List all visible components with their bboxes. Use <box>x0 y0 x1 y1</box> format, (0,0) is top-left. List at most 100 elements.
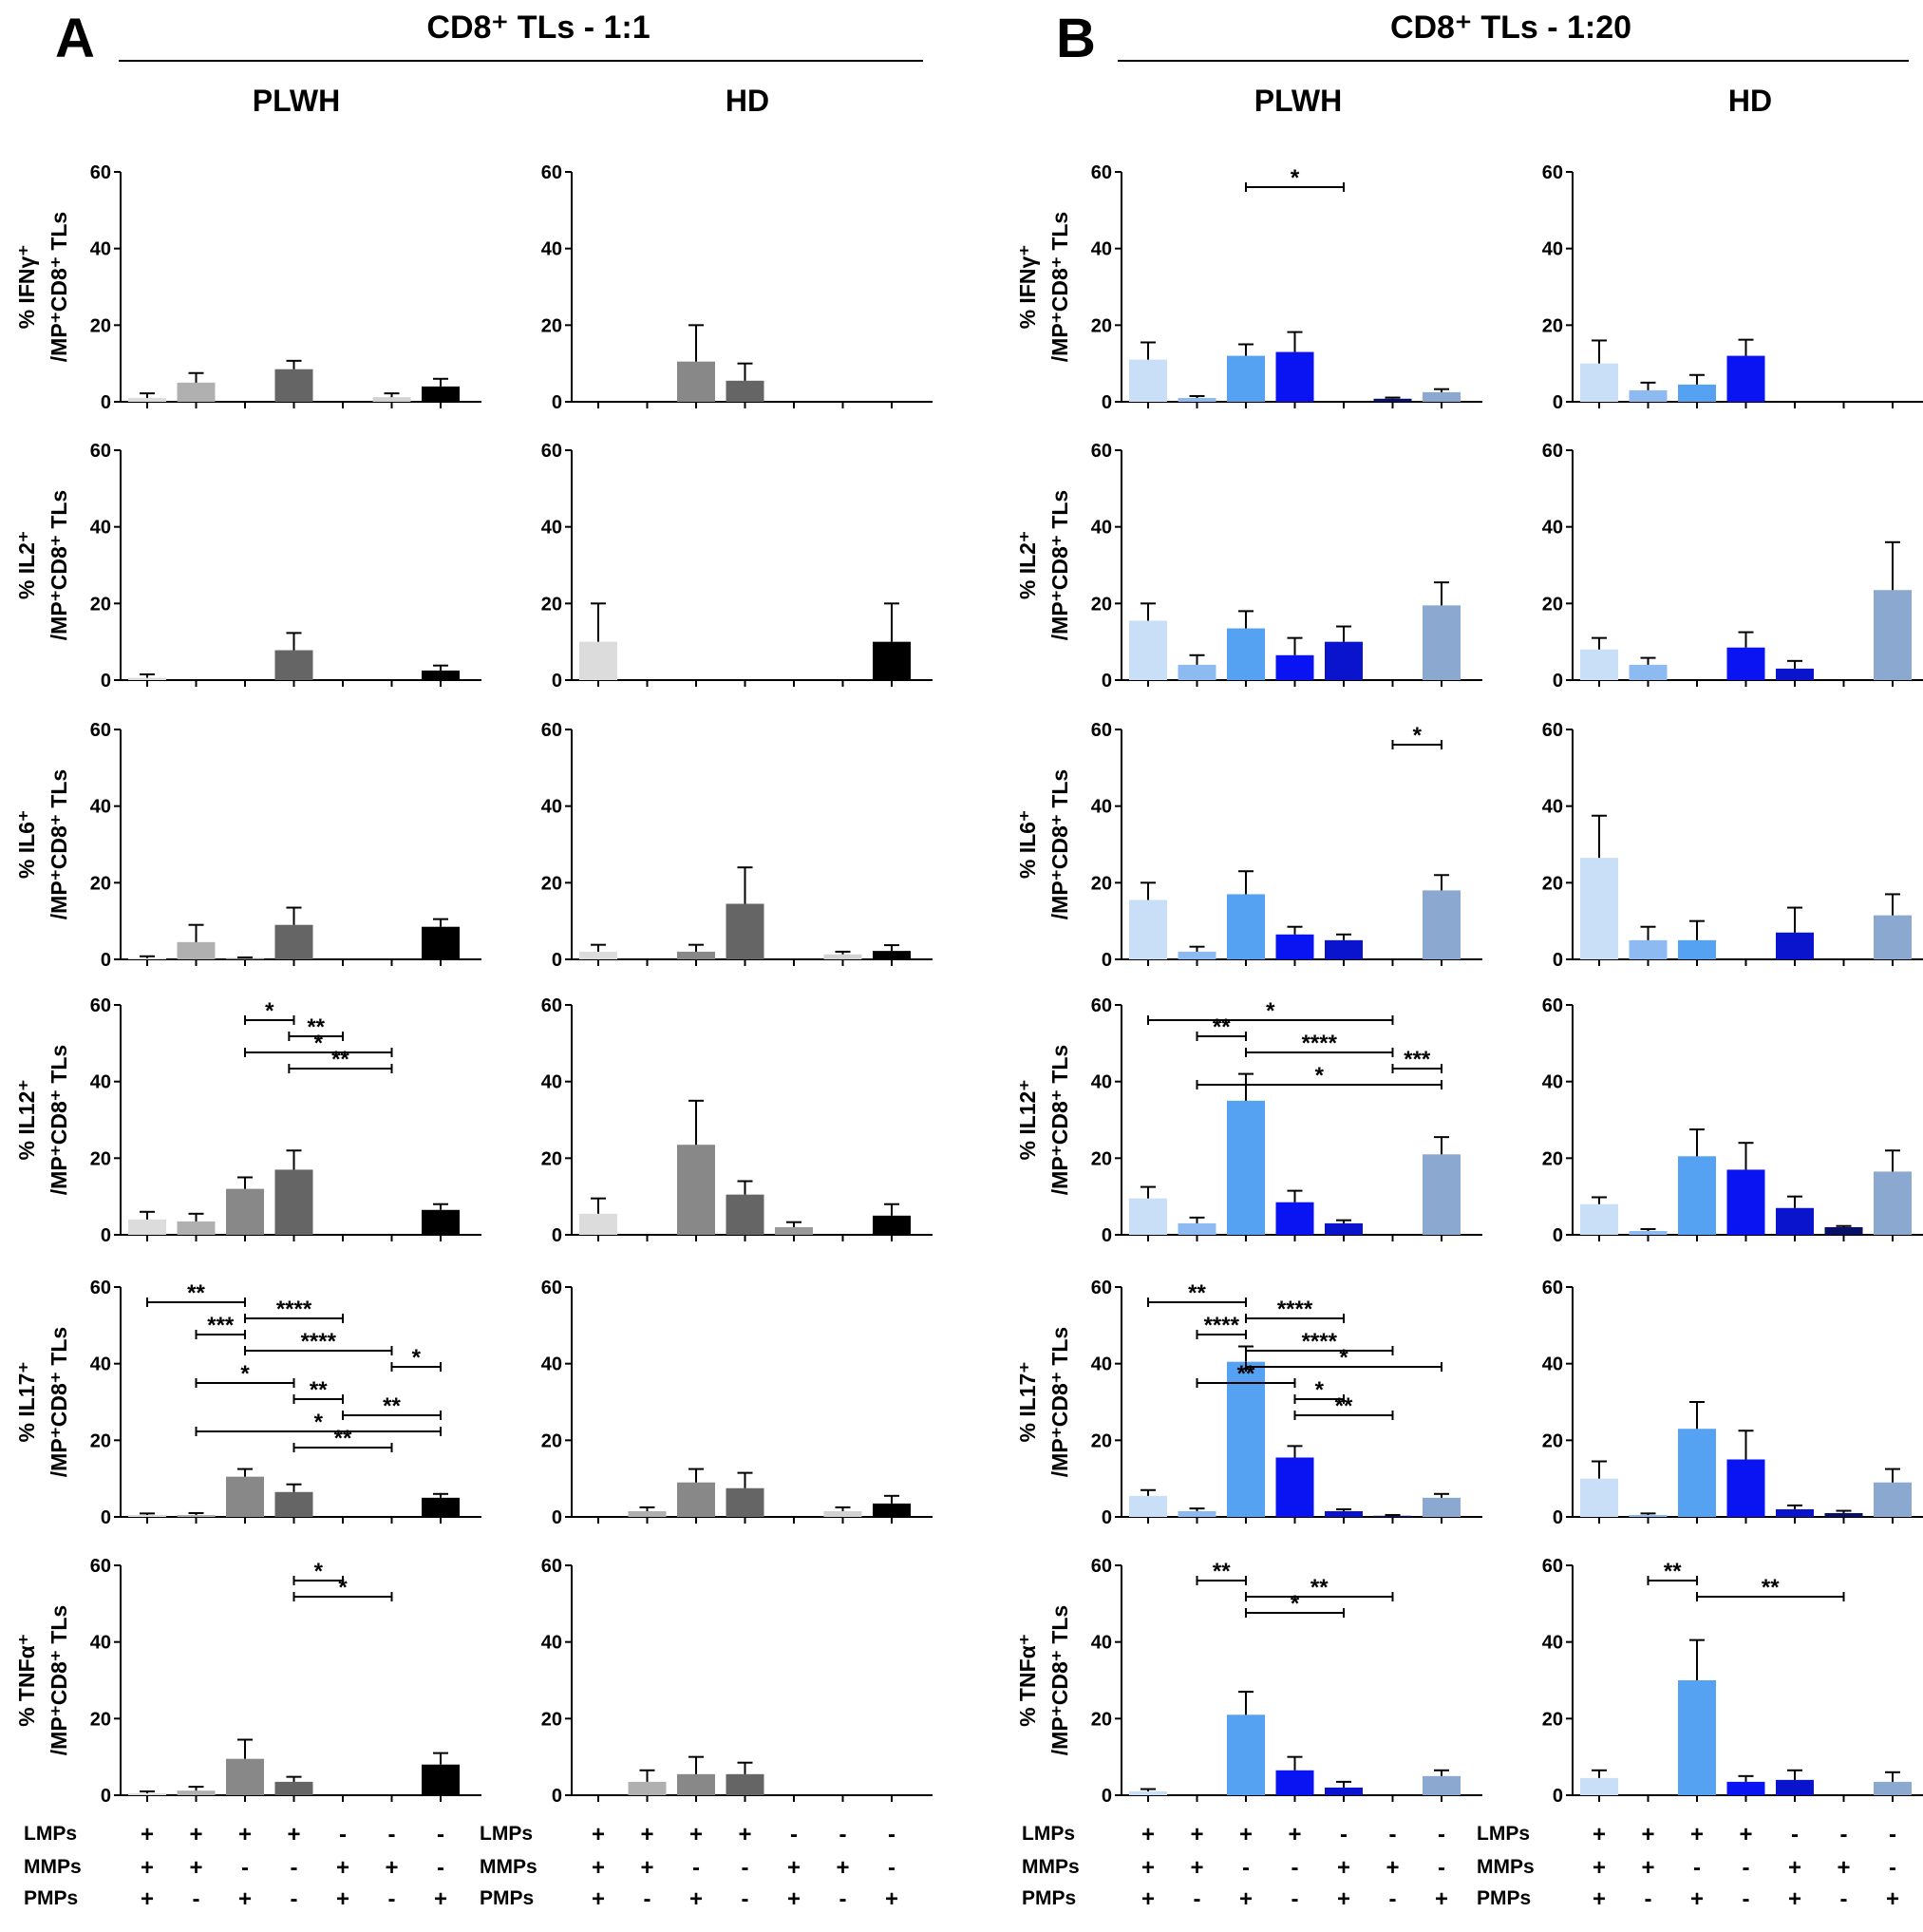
panel-title-a: CD8⁺ TLs - 1:1 <box>426 9 650 46</box>
cond-col1-pmps-sign-4: - <box>291 1886 298 1912</box>
group-title-a-hd: HD <box>726 84 769 118</box>
row5-a-hd-ytick-label: 60 <box>541 1278 562 1298</box>
row1-b-hd-ytick-label: 60 <box>1542 162 1563 183</box>
row1-b-plwh-bar-7 <box>1423 391 1461 402</box>
row6-a-plwh-bar-2 <box>177 1790 216 1795</box>
row2-b-hd-ytick-label: 20 <box>1542 594 1563 615</box>
row1-b-plwh-bar-6 <box>1373 398 1412 402</box>
row2-b-plwh-ytick-label: 20 <box>1091 594 1112 615</box>
cond-col4-lmps-sign-2: + <box>1641 1822 1654 1847</box>
cond-col2-lmps-sign-6: - <box>839 1822 847 1847</box>
cond-col4-mmps-sign-1: + <box>1593 1855 1606 1881</box>
row3-b-plwh-bar-7 <box>1423 890 1461 959</box>
row1-b-hd-ytick-label: 40 <box>1542 239 1563 260</box>
group-title-b-hd: HD <box>1728 84 1772 118</box>
row2-a-plwh-ytick-label: 0 <box>101 671 111 691</box>
row6-a-plwh-ytick-label: 40 <box>90 1633 111 1654</box>
row5-a-plwh-sig-label-3: *** <box>207 1313 235 1338</box>
cond-col2-pmps-sign-4: - <box>742 1886 749 1912</box>
row5-b-plwh-sig-label-7: * <box>1315 1377 1325 1403</box>
row3-a-hd-bar-1 <box>579 951 617 959</box>
row6-b-plwh-bar-7 <box>1423 1775 1461 1795</box>
row4-a-plwh-bar-1 <box>128 1219 166 1235</box>
row1-b-plwh-ytick-label: 40 <box>1091 239 1112 260</box>
cond-col2-lmps-sign-7: - <box>888 1822 896 1847</box>
row6-a-plwh-bar-7 <box>422 1764 460 1795</box>
row5-a-plwh-sig-label-9: * <box>314 1410 324 1435</box>
row5-b-plwh-bar-3 <box>1227 1361 1265 1517</box>
row1-a-plwh-ytick-label: 20 <box>90 315 111 336</box>
cond-col3-label-mmps: MMPs <box>1022 1856 1080 1878</box>
cond-col2-label-mmps: MMPs <box>480 1856 537 1878</box>
row3-b-plwh-ytick-label: 40 <box>1091 797 1112 818</box>
row5-b-hd-bar-4 <box>1726 1459 1765 1517</box>
cond-col3-pmps-sign-7: + <box>1435 1886 1448 1912</box>
row6-b-plwh-bar-3 <box>1227 1714 1265 1795</box>
row2-b-hd-bar-1 <box>1580 649 1618 680</box>
row1-b-plwh-bar-4 <box>1275 351 1314 402</box>
row1-a-hd-ytick-label: 60 <box>541 162 562 183</box>
cond-col4-pmps-sign-6: - <box>1840 1886 1848 1912</box>
cond-col4-label-lmps: LMPs <box>1477 1823 1530 1845</box>
cond-col4-mmps-sign-3: - <box>1693 1855 1701 1881</box>
cond-col3-pmps-sign-3: + <box>1239 1886 1253 1912</box>
row5-a-hd-ytick-label: 0 <box>552 1507 562 1528</box>
cond-col3-mmps-sign-1: + <box>1141 1855 1155 1881</box>
row5-b-hd-bar-5 <box>1776 1508 1814 1517</box>
row6-b-plwh-ytick-label: 40 <box>1091 1633 1112 1654</box>
cond-col1-pmps-sign-3: + <box>238 1886 252 1912</box>
cond-col2-pmps-sign-5: + <box>787 1886 801 1912</box>
row5-a-plwh-sig-label-8: ** <box>383 1393 401 1419</box>
row4-a-plwh-bar-2 <box>177 1221 216 1235</box>
row3-a-hd-bar-6 <box>823 954 862 959</box>
cond-col4-lmps-sign-1: + <box>1593 1822 1606 1847</box>
cond-col1-label-lmps: LMPs <box>24 1823 77 1845</box>
cond-col2-mmps-sign-7: - <box>888 1855 896 1881</box>
row4-a-hd-ytick-label: 20 <box>541 1148 562 1169</box>
row6-b-plwh-sig-label-3: * <box>1291 1591 1300 1617</box>
row4-b-plwh-sig-label-2: ** <box>1213 1014 1231 1040</box>
cond-col3-mmps-sign-5: + <box>1337 1855 1350 1881</box>
row4-a-plwh-bar-4 <box>274 1169 313 1235</box>
row5-a-hd-bar-3 <box>677 1482 715 1517</box>
cond-col3-mmps-sign-2: + <box>1190 1855 1203 1881</box>
cond-col1-lmps-sign-1: + <box>141 1822 154 1847</box>
row2-b-hd-ytick-label: 40 <box>1542 518 1563 539</box>
row6-a-ylabel-top: % TNFα⁺ <box>14 1634 39 1727</box>
cond-col4-mmps-sign-5: + <box>1788 1855 1801 1881</box>
row5-b-plwh-ytick-label: 40 <box>1091 1354 1112 1375</box>
cond-col2-pmps-sign-7: + <box>885 1886 898 1912</box>
row3-b-hd-ytick-label: 0 <box>1553 950 1563 971</box>
row4-a-plwh-sig-label-2: ** <box>307 1014 325 1040</box>
cond-col2-lmps-sign-2: + <box>640 1822 653 1847</box>
row5-b-plwh-bar-7 <box>1423 1497 1461 1517</box>
row1-b-hd-ytick-label: 0 <box>1553 392 1563 413</box>
row4-a-plwh-sig-label-3: * <box>314 1031 324 1056</box>
row3-a-plwh-bar-4 <box>274 924 313 959</box>
row1-a-hd-ytick-label: 0 <box>552 392 562 413</box>
cond-col2-mmps-sign-4: - <box>742 1855 749 1881</box>
row2-a-ylabel-top: % IL2⁺ <box>14 531 39 599</box>
row1-b-plwh-ytick-label: 20 <box>1091 315 1112 336</box>
row3-b-plwh-sig-label-1: * <box>1413 723 1423 748</box>
cond-col1-lmps-sign-7: - <box>437 1822 444 1847</box>
row3-b-plwh-ytick-label: 0 <box>1102 950 1112 971</box>
cond-col1-mmps-sign-5: + <box>336 1855 349 1881</box>
row1-a-plwh-bar-2 <box>177 382 216 402</box>
row3-b-hd-ytick-label: 40 <box>1542 797 1563 818</box>
cond-col4-lmps-sign-7: - <box>1889 1822 1896 1847</box>
row6-b-hd-sig-label-2: ** <box>1762 1575 1780 1601</box>
row5-b-plwh-bar-2 <box>1178 1510 1216 1517</box>
row3-a-plwh-ytick-label: 60 <box>90 720 111 741</box>
cond-col3-pmps-sign-6: - <box>1389 1886 1397 1912</box>
row1-a-plwh-ytick-label: 0 <box>101 392 111 413</box>
row4-b-hd-bar-7 <box>1874 1171 1912 1235</box>
panel-title-b: CD8⁺ TLs - 1:20 <box>1390 9 1631 46</box>
row6-b-plwh-sig-label-1: ** <box>1213 1559 1231 1584</box>
row4-a-plwh-sig-label-1: * <box>265 998 274 1024</box>
row3-a-ylabel-top: % IL6⁺ <box>14 810 39 879</box>
row1-b-plwh-bar-3 <box>1227 355 1265 402</box>
row4-b-plwh-sig-label-1: * <box>1266 998 1275 1024</box>
row1-a-plwh-ytick-label: 40 <box>90 239 111 260</box>
